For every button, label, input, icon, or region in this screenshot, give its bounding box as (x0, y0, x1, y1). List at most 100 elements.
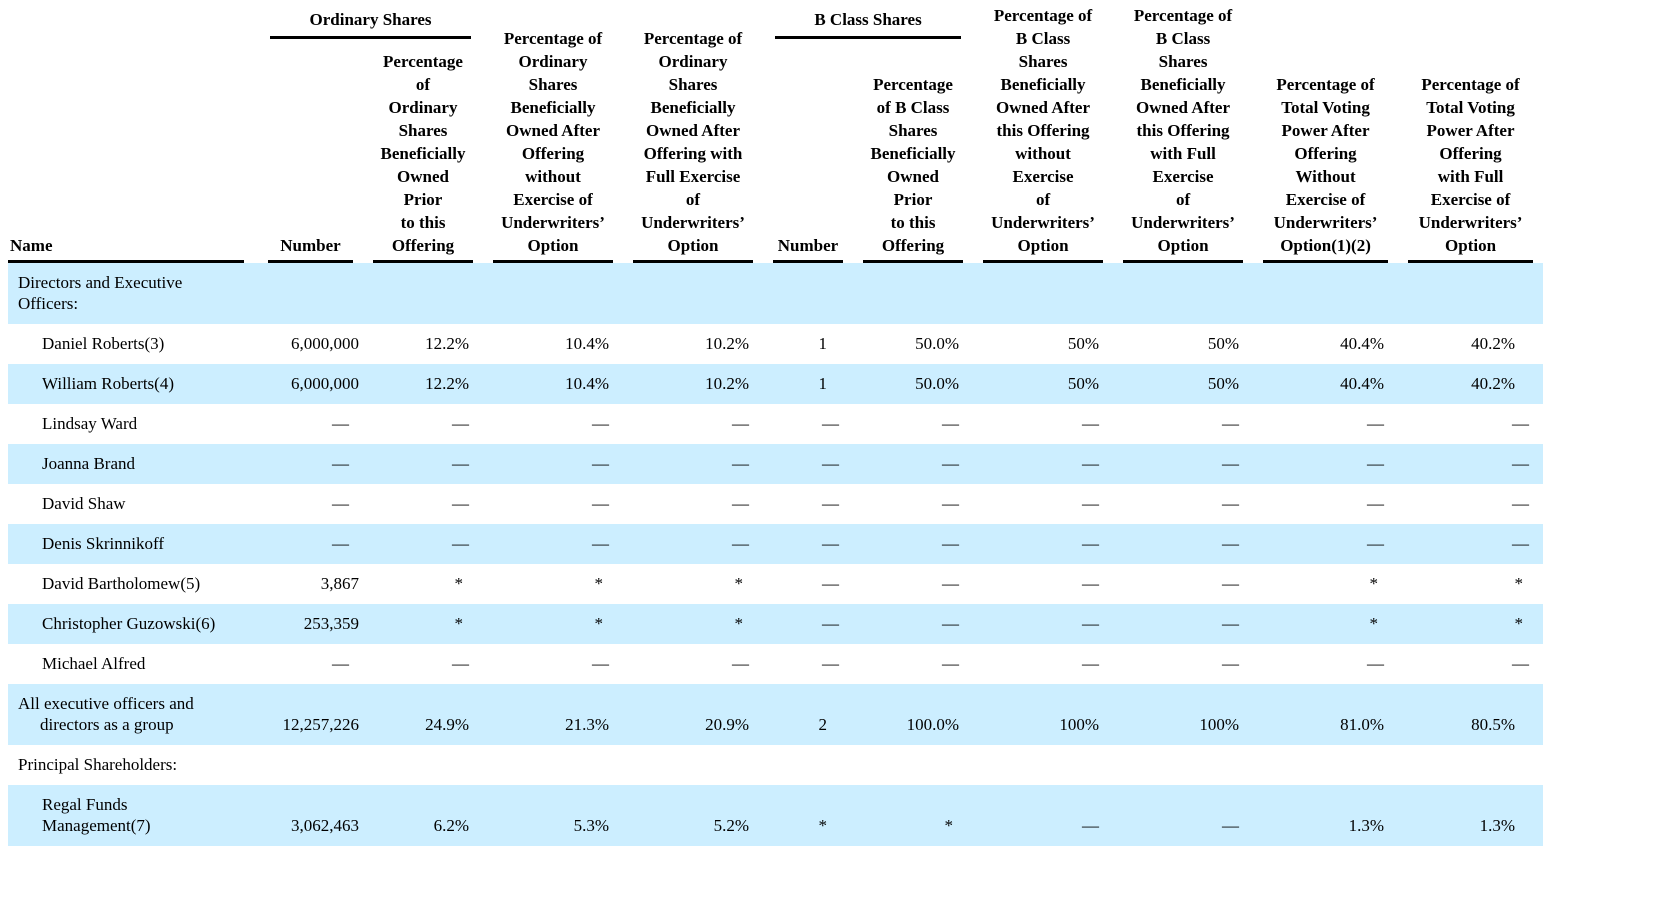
cell-value: 50% (1067, 374, 1100, 393)
cell-value: — (942, 654, 960, 673)
cell-value: — (1367, 494, 1385, 513)
cell-value: 50.0% (915, 334, 960, 353)
cell-value: 21.3% (565, 715, 610, 734)
cell-value: — (822, 414, 840, 433)
cell-value: — (1512, 454, 1530, 473)
cell-value: — (452, 454, 470, 473)
cell-value: — (1222, 816, 1240, 835)
cell-value (853, 745, 973, 785)
column-header-row: Name Number Percentage of Ordinary Share… (8, 41, 1543, 264)
cell-value: — (592, 414, 610, 433)
table-row: Michael Alfred — — — — — — — — — — (8, 644, 1543, 684)
cell-value: — (452, 414, 470, 433)
cell-value (973, 263, 1113, 324)
cell-value: 20.9% (705, 715, 750, 734)
cell-value: 40.4% (1340, 334, 1385, 353)
cell-value: 1.3% (1479, 816, 1516, 835)
cell-value: — (1512, 494, 1530, 513)
cell-value (623, 263, 763, 324)
cell-value: * (1514, 614, 1524, 633)
cell-value: — (732, 454, 750, 473)
column-header-ord-pct-after-without: Percentage of Ordinary Shares Beneficial… (483, 4, 623, 263)
beneficial-ownership-table: Ordinary Shares Percentage of Ordinary S… (8, 4, 1544, 846)
cell-value: 80.5% (1471, 715, 1516, 734)
cell-value: — (1222, 574, 1240, 593)
cell-value: 12.2% (425, 334, 470, 353)
cell-value: — (332, 414, 349, 433)
cell-value (1398, 263, 1543, 324)
group-header-row: Ordinary Shares Percentage of Ordinary S… (8, 4, 1543, 263)
cell-value: 10.2% (705, 374, 750, 393)
cell-value: 50.0% (915, 374, 960, 393)
cell-value: — (592, 654, 610, 673)
cell-value: — (1222, 654, 1240, 673)
row-name: Christopher Guzowski(6) (42, 614, 216, 633)
cell-value: * (1514, 574, 1524, 593)
cell-value (1253, 263, 1398, 324)
column-header-ord-number: Number (258, 41, 363, 264)
table-row: David Shaw — — — — — — — — — — (8, 484, 1543, 524)
cell-value: * (944, 816, 954, 835)
cell-value: 1.3% (1348, 816, 1385, 835)
cell-value: 5.3% (573, 816, 610, 835)
cell-value (1253, 745, 1398, 785)
cell-value: 10.4% (565, 374, 610, 393)
cell-value: — (1222, 494, 1240, 513)
cell-value: — (732, 494, 750, 513)
table-row: David Bartholomew(5) 3,867 * * * — — — —… (8, 564, 1543, 604)
column-header-b-pct-after-full: Percentage of B Class Shares Beneficiall… (1113, 4, 1253, 263)
cell-value: — (332, 534, 349, 553)
row-name: Michael Alfred (42, 654, 146, 673)
table-row-section-directors: Directors and Executive Officers: (8, 263, 1544, 324)
cell-value: — (822, 494, 840, 513)
header-spacer (8, 4, 258, 41)
cell-value: 50% (1207, 374, 1240, 393)
row-name: Denis Skrinnikoff (42, 534, 164, 553)
group-label: Ordinary Shares (270, 8, 472, 39)
cell-value: 3,062,463 (291, 816, 359, 835)
table-row: Joanna Brand — — — — — — — — — — (8, 444, 1544, 484)
cell-value: — (1367, 454, 1385, 473)
cell-value: * (734, 614, 744, 633)
cell-value: 253,359 (303, 614, 359, 633)
row-name: Lindsay Ward (42, 414, 138, 433)
column-header-b-pct-after-without: Percentage of B Class Shares Beneficiall… (973, 4, 1113, 263)
row-name: David Shaw (42, 494, 126, 513)
cell-value: — (332, 654, 349, 673)
cell-value: * (454, 574, 464, 593)
table-row: Denis Skrinnikoff — — — — — — — — — — (8, 524, 1544, 564)
cell-value: — (452, 534, 470, 553)
cell-value: 50% (1067, 334, 1100, 353)
cell-value: — (332, 494, 349, 513)
cell-value: — (592, 534, 610, 553)
cell-value (763, 745, 853, 785)
section-label: Directors and Executive Officers: (18, 273, 183, 313)
table-row: William Roberts(4) 6,000,000 12.2% 10.4%… (8, 364, 1544, 404)
cell-value (363, 745, 483, 785)
group-header-ordinary-shares: Ordinary Shares (258, 4, 483, 41)
cell-value: — (942, 534, 960, 553)
table-row: Regal Funds Management(7) 3,062,463 6.2%… (8, 785, 1544, 846)
cell-value: — (822, 614, 840, 633)
cell-value: — (1082, 454, 1100, 473)
cell-value (763, 263, 853, 324)
cell-value: — (942, 614, 960, 633)
cell-value: — (942, 454, 960, 473)
cell-value: * (454, 614, 464, 633)
cell-value: 1 (818, 374, 828, 393)
cell-value: 100% (1199, 715, 1240, 734)
cell-value: — (1082, 654, 1100, 673)
cell-value: * (818, 816, 828, 835)
cell-value (258, 263, 363, 324)
cell-value: — (1222, 414, 1240, 433)
group-header-b-class-shares: B Class Shares (763, 4, 973, 41)
cell-value: 1 (818, 334, 828, 353)
cell-value: 2 (818, 715, 828, 734)
cell-value: — (732, 534, 750, 553)
cell-value: * (1369, 614, 1379, 633)
cell-value: 3,867 (320, 574, 359, 593)
cell-value: — (1082, 574, 1100, 593)
cell-value (973, 745, 1113, 785)
table-row: Lindsay Ward — — — — — — — — — — (8, 404, 1543, 444)
